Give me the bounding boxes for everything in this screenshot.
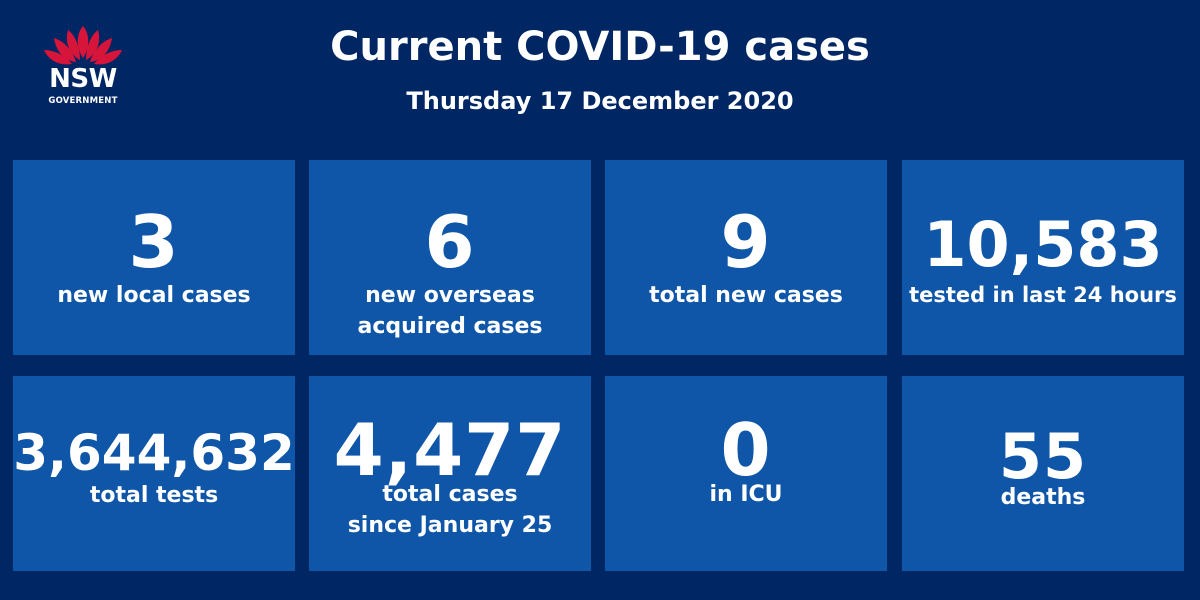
stat-value: 0 — [720, 408, 772, 492]
stat-label: total tests — [89, 483, 219, 508]
stat-value: 3 — [128, 200, 180, 284]
stat-label: tested in last 24 hours — [909, 283, 1177, 307]
report-date: Thursday 17 December 2020 — [406, 87, 794, 115]
stat-label: new overseas acquired cases — [357, 283, 543, 339]
stat-value: 6 — [424, 200, 476, 284]
stat-label: total new cases — [649, 283, 843, 308]
stat-tile-total-cases: 4,477 total cases since January 25 — [309, 376, 591, 571]
stat-label: deaths — [1000, 485, 1086, 510]
nsw-government-logo: NSW GOVERNMENT — [38, 24, 128, 116]
stat-tile-deaths: 55 deaths — [902, 376, 1184, 571]
stat-label: total cases since January 25 — [347, 482, 553, 538]
stat-value: 3,644,632 — [13, 424, 295, 482]
stat-value: 10,583 — [923, 208, 1163, 281]
logo-subtext: GOVERNMENT — [48, 96, 118, 106]
stat-tile-new-local-cases: 3 new local cases — [13, 160, 295, 355]
stat-value: 55 — [998, 420, 1088, 493]
stat-label: new local cases — [57, 283, 251, 308]
stat-label: in ICU — [709, 482, 783, 507]
logo-wordmark: NSW — [49, 64, 117, 94]
stat-tile-new-overseas-cases: 6 new overseas acquired cases — [309, 160, 591, 355]
stat-tile-total-new-cases: 9 total new cases — [605, 160, 887, 355]
stat-value: 9 — [720, 200, 772, 284]
stat-tile-tested-24h: 10,583 tested in last 24 hours — [902, 160, 1184, 355]
waratah-icon — [44, 26, 122, 65]
stat-tile-in-icu: 0 in ICU — [605, 376, 887, 571]
stat-tile-total-tests: 3,644,632 total tests — [13, 376, 295, 571]
page-title: Current COVID-19 cases — [330, 24, 870, 70]
stat-value: 4,477 — [333, 408, 567, 492]
